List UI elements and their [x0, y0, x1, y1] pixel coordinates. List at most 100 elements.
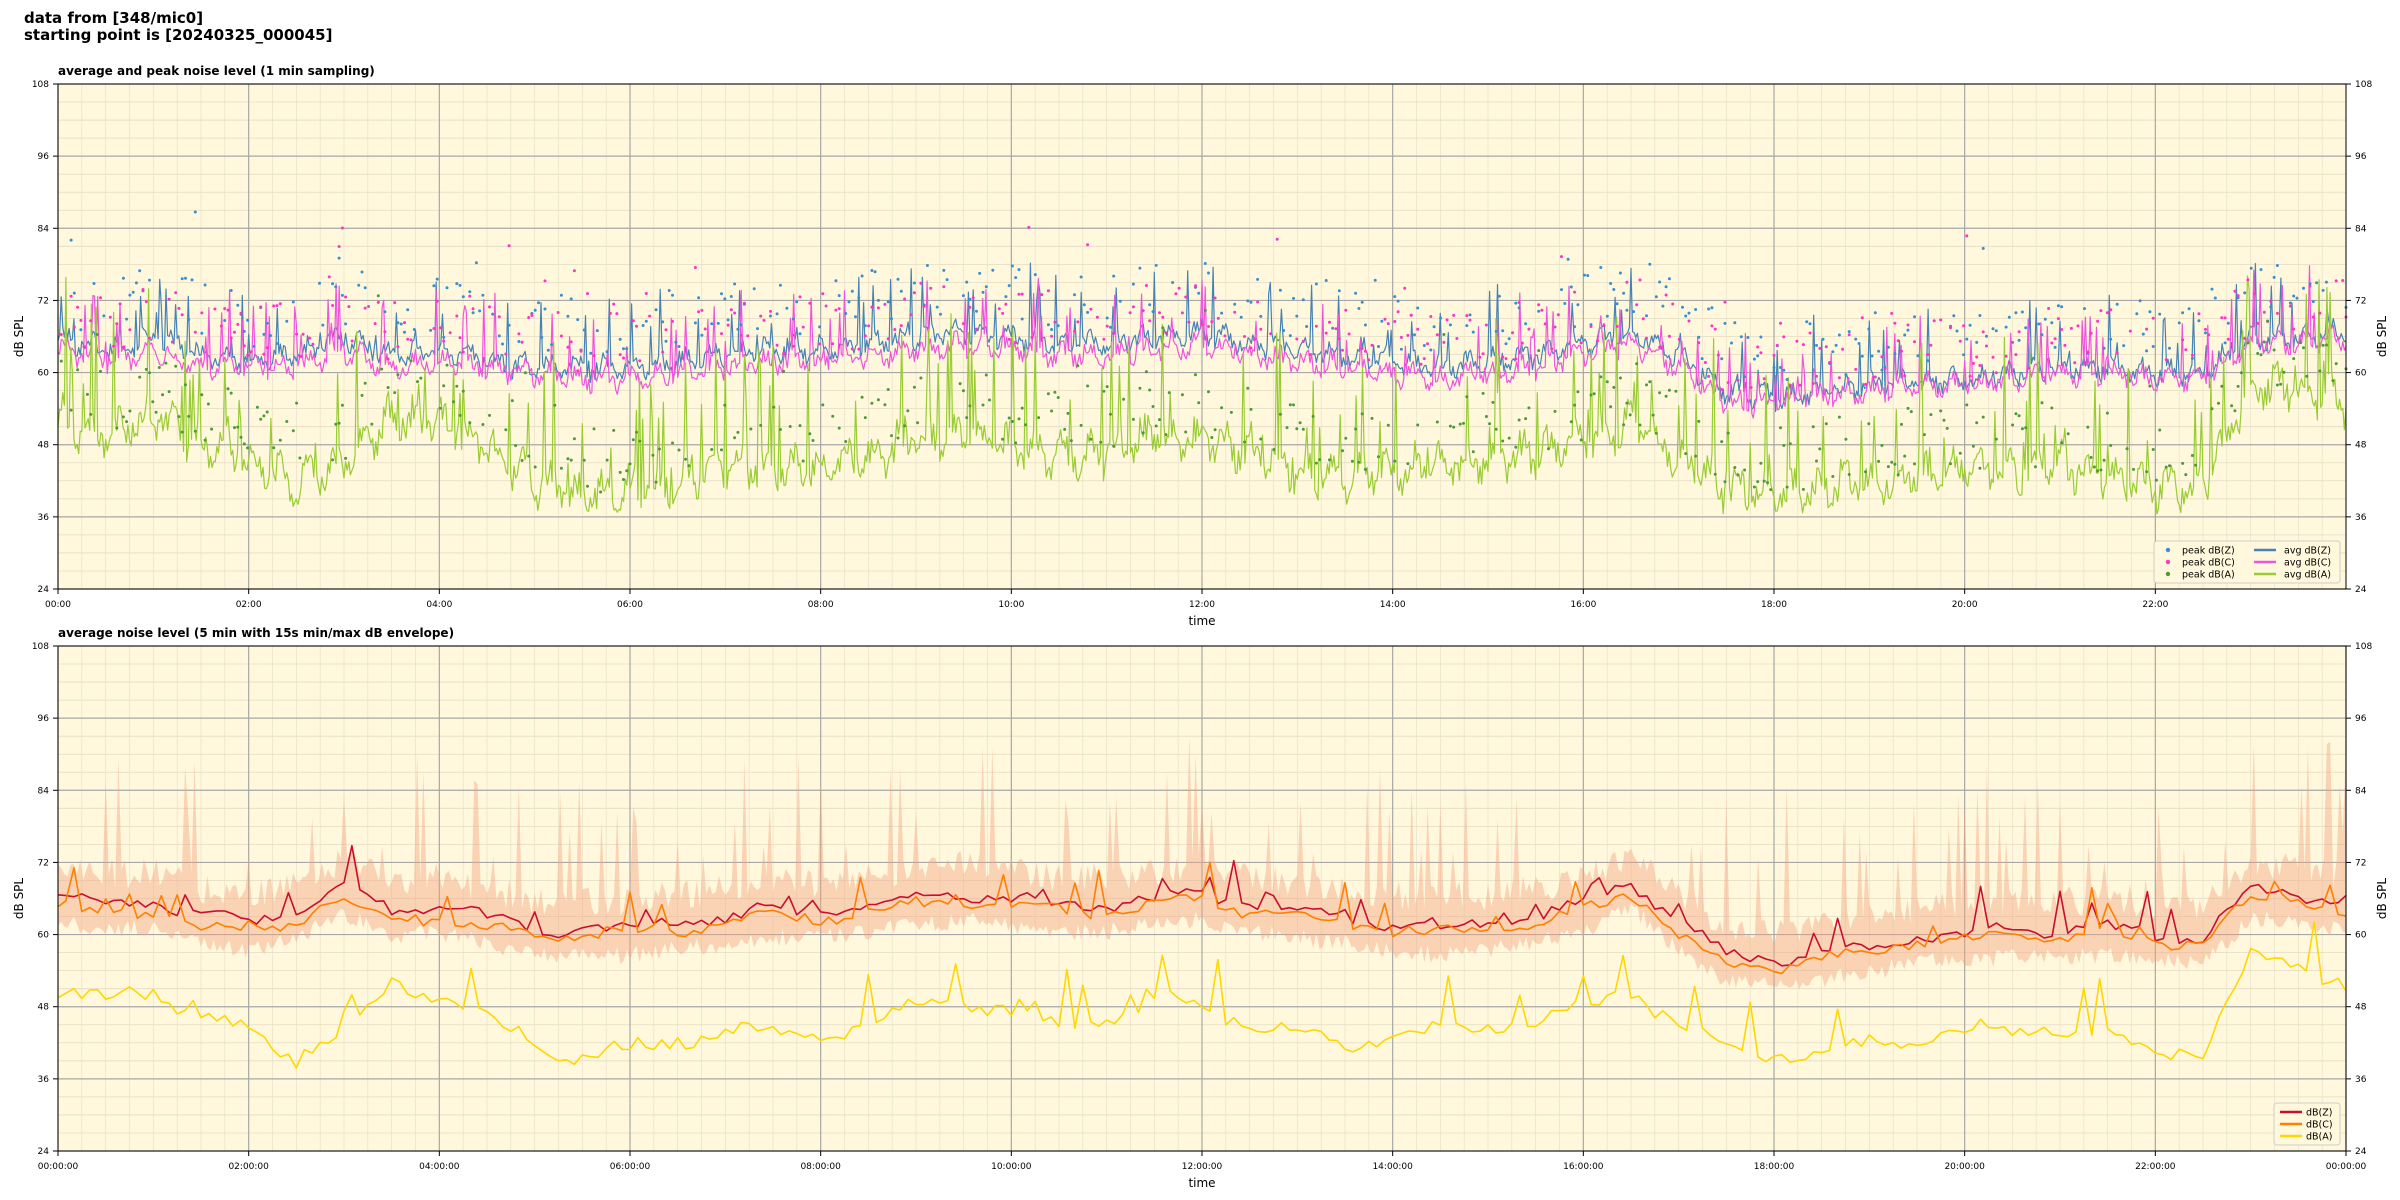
data-point	[1860, 316, 1864, 320]
data-point	[2315, 281, 2319, 285]
data-point	[1759, 335, 1763, 339]
data-point	[184, 276, 187, 280]
data-point	[2295, 296, 2299, 300]
data-point	[134, 281, 138, 285]
data-point	[461, 295, 465, 299]
data-point	[1785, 378, 1789, 381]
data-point	[1913, 462, 1916, 466]
data-point	[337, 421, 341, 425]
data-point	[876, 298, 880, 302]
data-point	[386, 386, 390, 389]
data-point	[2053, 345, 2057, 349]
data-point	[435, 299, 439, 303]
data-point	[164, 361, 168, 365]
data-point	[2292, 327, 2296, 331]
data-point	[1161, 326, 1165, 330]
data-point	[1517, 306, 1521, 310]
data-point	[59, 333, 63, 336]
y-tick-label-right: 36	[2355, 1075, 2367, 1085]
data-point	[736, 327, 740, 331]
data-point	[121, 345, 125, 349]
data-point	[259, 417, 263, 421]
data-point	[1504, 342, 1508, 346]
data-point	[566, 345, 570, 349]
x-tick-label: 22:00:00	[2135, 1162, 2176, 1172]
data-point	[2040, 401, 2044, 405]
data-point	[99, 369, 102, 373]
data-point	[1259, 314, 1263, 318]
data-point	[644, 319, 648, 323]
data-point	[1563, 302, 1567, 305]
data-point	[115, 426, 119, 430]
x-tick-label: 08:00:00	[800, 1162, 841, 1172]
data-point	[1743, 468, 1747, 472]
data-point	[1625, 401, 1629, 405]
data-point	[791, 317, 795, 321]
data-point	[1249, 407, 1253, 411]
data-point	[239, 435, 243, 439]
data-point	[837, 294, 841, 298]
data-point	[1762, 377, 1766, 381]
data-point	[1847, 330, 1851, 334]
data-point	[1373, 278, 1377, 282]
data-point	[2243, 291, 2247, 295]
data-point	[1514, 301, 1518, 305]
data-point	[242, 329, 246, 333]
data-point	[1864, 382, 1867, 386]
data-point	[1184, 430, 1188, 434]
data-point	[1197, 401, 1201, 405]
data-point	[1913, 340, 1916, 344]
data-point	[1514, 445, 1518, 449]
data-point	[1432, 325, 1436, 329]
data-point	[592, 354, 596, 358]
x-tick-label: 12:00:00	[1182, 1162, 1223, 1172]
series-avg-db-c-	[57, 265, 2347, 419]
data-point	[1808, 331, 1812, 335]
data-point	[1994, 437, 1998, 441]
y-tick-label: 48	[38, 1003, 50, 1013]
x-tick-label: 00:00:00	[38, 1162, 79, 1172]
data-point	[2099, 468, 2103, 472]
data-point	[1684, 314, 1688, 318]
data-point	[458, 336, 462, 340]
data-point	[1762, 479, 1766, 483]
data-point	[481, 293, 485, 297]
x-tick-label: 02:00	[236, 600, 262, 610]
data-point	[1524, 417, 1528, 421]
data-point	[2164, 465, 2168, 469]
data-point	[1589, 325, 1593, 328]
data-point	[347, 305, 351, 309]
data-point	[1576, 303, 1580, 307]
data-point	[144, 300, 148, 304]
data-point	[1435, 333, 1439, 337]
data-point	[1909, 410, 1913, 414]
y-tick-label: 48	[38, 441, 50, 451]
data-point	[903, 424, 907, 428]
data-point	[1720, 357, 1724, 361]
data-point	[808, 301, 812, 305]
data-point	[586, 484, 589, 488]
data-point	[1301, 298, 1305, 302]
data-point	[1560, 288, 1563, 292]
data-point	[1027, 225, 1031, 229]
data-point	[1089, 307, 1093, 311]
x-tick-label: 20:00	[1952, 600, 1978, 610]
data-point	[1782, 335, 1786, 339]
data-point	[1324, 331, 1328, 335]
data-point	[125, 317, 129, 321]
data-point	[1001, 437, 1005, 441]
y-tick-label-right: 108	[2355, 642, 2372, 652]
data-point	[481, 423, 485, 426]
data-point	[497, 334, 501, 338]
data-point	[543, 307, 547, 311]
data-point	[2158, 312, 2162, 316]
y-tick-label-right: 108	[2355, 80, 2372, 90]
data-point	[1965, 337, 1969, 341]
data-point	[1200, 322, 1204, 326]
data-point	[340, 226, 344, 230]
data-point	[860, 274, 864, 278]
data-point	[2305, 374, 2309, 378]
x-tick-label: 20:00:00	[1944, 1162, 1985, 1172]
data-point	[1556, 313, 1560, 317]
series-line	[57, 262, 2347, 413]
